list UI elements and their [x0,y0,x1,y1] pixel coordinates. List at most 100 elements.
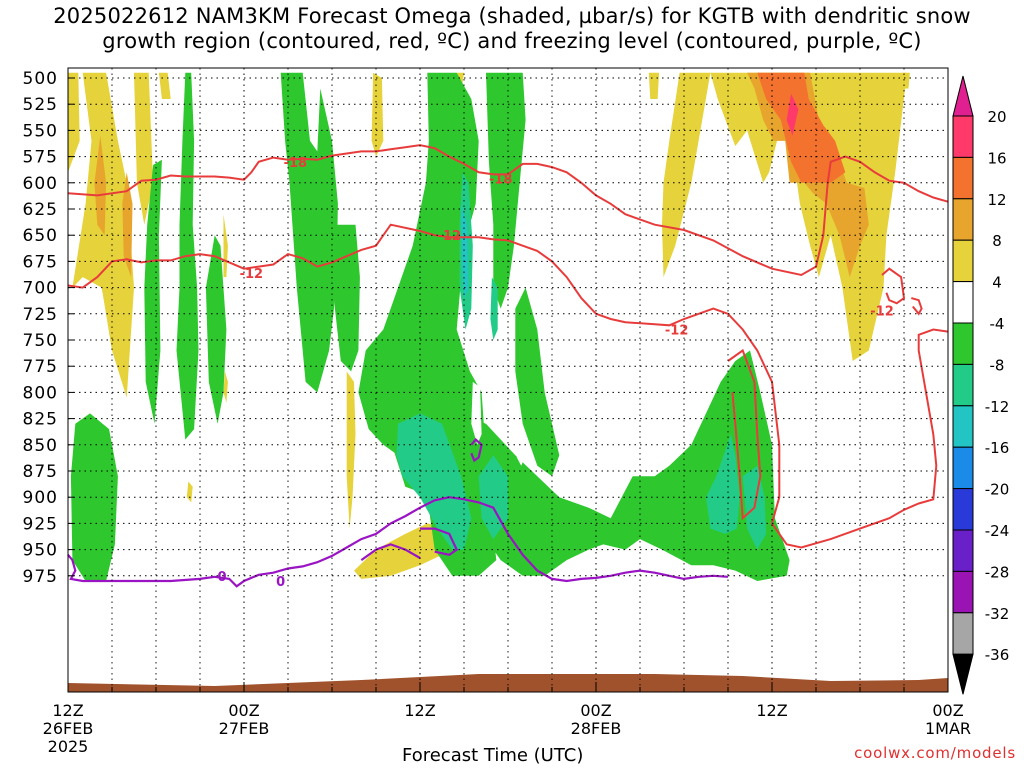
x-tick-label: 00Z [932,701,963,720]
y-tick-label: 525 [23,95,58,115]
colorbar-label: -16 [985,439,1010,457]
y-axis: 500 525 550 575 600 625 650 675 700 725 750 775 800 8… [23,69,74,587]
y-tick-label: 950 [23,541,58,561]
omega-region [144,159,162,424]
y-tick-label: 975 [23,567,58,587]
dendritic-contour [911,297,923,316]
omega-region [346,371,356,529]
colorbar-bin [952,239,974,283]
omega-region [662,72,907,362]
chart-title-line-1: 2025022612 NAM3KM Forecast Omega (shaded… [53,4,971,28]
colorbar-label: -28 [985,563,1010,581]
omega-region [134,72,154,225]
omega-region [332,224,360,372]
contour-label: 0 [217,570,226,585]
x-tick-date: 28FEB [571,719,622,738]
freezing-level-contour [360,543,421,561]
omega-region [490,277,498,340]
omega-region [94,135,107,236]
x-tick-year: 2025 [48,737,89,756]
colorbar-bottom-triangle [952,653,974,695]
contour-label: 0 [276,575,285,590]
contour-label: -12 [240,267,264,282]
x-tick-label: 00Z [228,701,259,720]
freezing-level-contour [67,496,729,588]
contour-label: -18 [489,173,513,188]
omega-region [515,287,560,477]
y-tick-label: 925 [23,514,58,534]
omega-region [186,481,193,503]
y-tick-label: 650 [23,226,58,246]
colorbar-bin [952,446,974,490]
x-tick-date: 27FEB [219,719,270,738]
omega-region [280,72,338,393]
omega-region [158,72,171,99]
colorbar-bin [952,570,974,614]
y-tick-label: 625 [23,200,58,220]
colorbar-label: -24 [985,522,1010,540]
omega-region [223,214,228,278]
omega-shading [68,72,948,692]
omega-region [757,72,846,183]
colorbar-label: 16 [987,149,1006,167]
omega-region [516,439,526,466]
colorbar-bin [952,115,974,158]
credit-text: coolwx.com/models [854,744,1016,762]
colorbar-bin [952,405,974,448]
omega-region [486,72,526,309]
y-tick-label: 850 [23,436,58,456]
omega-region [223,371,228,403]
colorbar-bin [952,529,974,572]
colorbar-bin [952,322,974,365]
colorbar-top-triangle [952,75,974,117]
y-tick-label: 725 [23,305,58,325]
omega-region [70,413,118,581]
omega-region [371,72,384,157]
y-tick-label: 750 [23,331,58,351]
colorbar-bin [952,363,974,407]
grid-lines [68,68,948,692]
x-tick-date: 26FEB [43,719,94,738]
omega-region [354,523,450,579]
omega-region [471,381,482,445]
x-tick-label: 12Z [52,701,83,720]
freezing-level-contour [420,527,459,556]
omega-region [68,72,80,173]
y-tick-label: 575 [23,148,58,168]
omega-region [205,235,227,424]
x-tick-date: 1MAR [925,719,971,738]
x-tick-label: 00Z [580,701,611,720]
omega-region [706,434,740,534]
colorbar-label: 20 [987,108,1006,126]
y-tick-label: 775 [23,357,58,377]
contour-label: -12 [870,305,894,320]
contour-label: -18 [284,156,308,171]
colorbar-bin [952,488,974,531]
colorbar-label: -12 [985,398,1010,416]
colorbar-label: 12 [987,191,1006,209]
y-tick-label: 900 [23,488,58,508]
omega-region [648,72,660,99]
freezing-level-contour [470,438,483,463]
colorbar-bin [952,156,974,200]
omega-region [396,413,472,550]
colorbar-bin [952,612,974,655]
x-tick-label: 12Z [404,701,435,720]
colorbar-label: 4 [992,274,1002,292]
colorbar: 20 16 12 8 4 -4 -8 -12 -16 -20 -24 -28 -32 -36 [952,75,1010,695]
colorbar-label: -4 [990,315,1005,333]
y-tick-label: 800 [23,383,58,403]
y-tick-label: 825 [23,410,58,430]
x-tick-label: 12Z [756,701,787,720]
colorbar-label: 8 [992,232,1002,250]
omega-region [901,72,910,89]
colorbar-label: -8 [990,356,1005,374]
contour-label: -12 [665,324,689,339]
chart-title: 2025022612 NAM3KM Forecast Omega (shaded… [0,4,1024,54]
y-tick-label: 600 [23,174,58,194]
y-tick-label: 550 [23,121,58,141]
x-axis-title: Forecast Time (UTC) [402,745,584,766]
omega-region [122,172,133,278]
